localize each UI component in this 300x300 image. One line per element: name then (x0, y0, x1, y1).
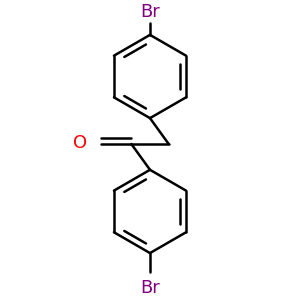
Text: Br: Br (140, 279, 160, 297)
Text: O: O (73, 134, 87, 152)
Text: Br: Br (140, 2, 160, 20)
